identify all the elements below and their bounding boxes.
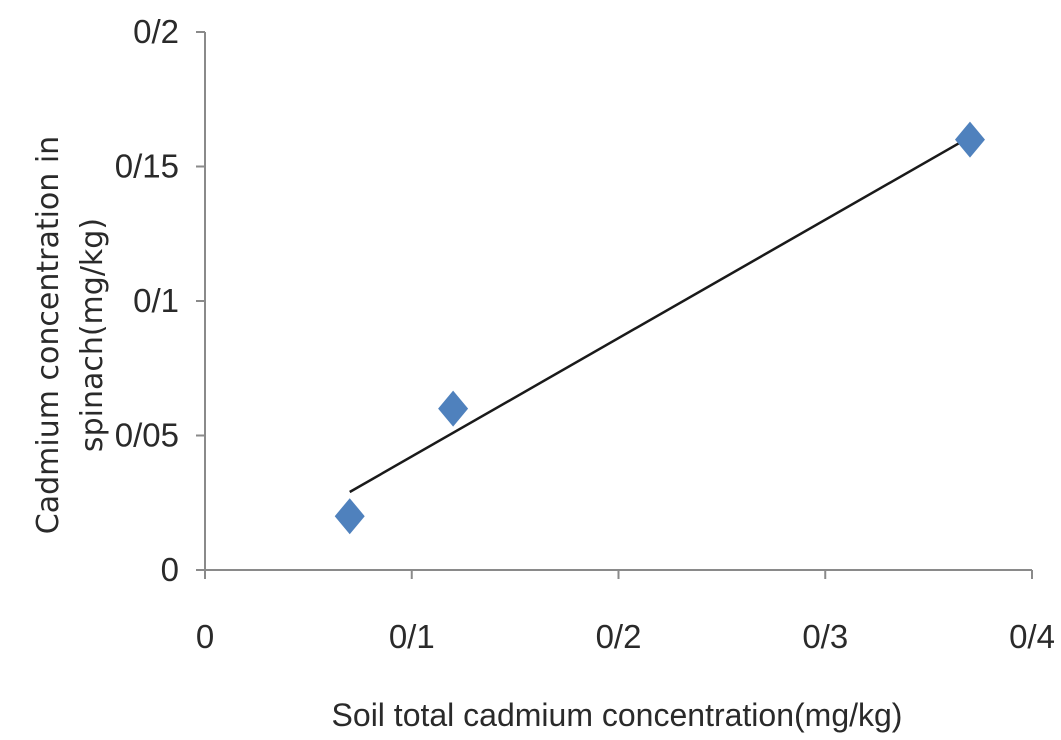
y-axis-ticks: 0 0/05 0/1 0/15 0/2 — [115, 13, 205, 588]
x-tick-label: 0/3 — [802, 618, 848, 655]
data-point — [438, 390, 469, 427]
x-tick-label: 0 — [196, 618, 214, 655]
y-tick-label: 0 — [161, 551, 179, 588]
y-axis-title: Cadmium concentration in spinach(mg/kg) — [31, 136, 110, 534]
y-tick-label: 0/05 — [115, 417, 179, 454]
x-tick-label: 0/1 — [389, 618, 435, 655]
y-tick-label: 0/2 — [133, 13, 179, 50]
x-axis-title: Soil total cadmium concentration(mg/kg) — [332, 697, 903, 733]
trendline — [349, 135, 971, 494]
y-tick-label: 0/1 — [133, 282, 179, 319]
y-tick-label: 0/15 — [115, 148, 179, 185]
x-axis-ticks: 0 0/1 0/2 0/3 0/4 — [196, 570, 1055, 655]
x-tick-label: 0/4 — [1009, 618, 1055, 655]
data-points — [334, 121, 985, 535]
data-point — [954, 121, 985, 158]
y-axis-title-line-1: Cadmium concentration in — [31, 136, 66, 534]
x-tick-label: 0/2 — [596, 618, 642, 655]
y-axis-title-line-2: spinach(mg/kg) — [75, 218, 110, 452]
data-point — [334, 498, 365, 535]
